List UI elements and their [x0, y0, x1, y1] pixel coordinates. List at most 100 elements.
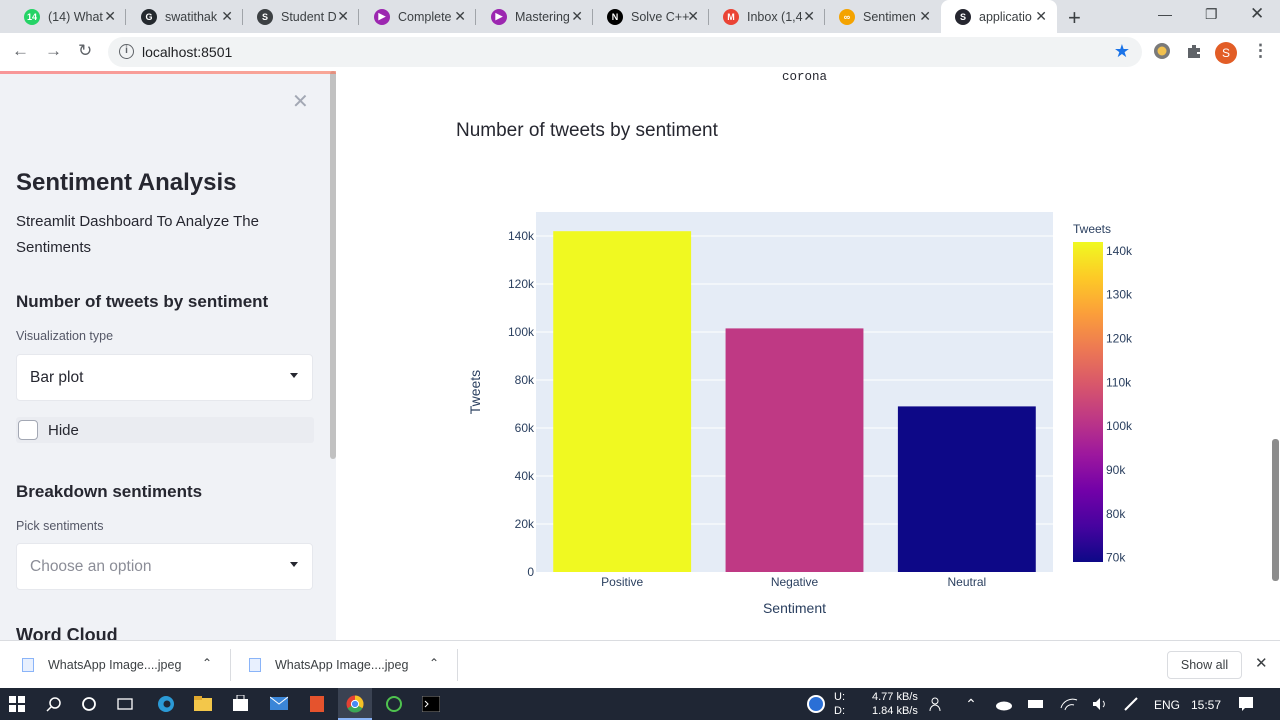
- divider: [457, 649, 458, 681]
- address-bar[interactable]: i localhost:8501 ★: [108, 37, 1142, 67]
- close-sidebar-icon[interactable]: ✕: [292, 91, 309, 113]
- browser-toolbar: ← → ↻ i localhost:8501 ★: [0, 33, 1280, 71]
- browser-tab[interactable]: ▶ Complete ✕: [360, 0, 476, 33]
- tab-close-icon[interactable]: ✕: [803, 8, 815, 24]
- wifi-icon[interactable]: [1060, 696, 1078, 712]
- colorbar: [1073, 242, 1103, 562]
- tab-separator: [125, 9, 126, 25]
- notification-icon[interactable]: [1238, 696, 1254, 712]
- app-circle-icon[interactable]: [385, 695, 403, 713]
- minimize-icon[interactable]: —: [1158, 6, 1172, 22]
- clock[interactable]: 15:57: [1191, 698, 1222, 712]
- tab-close-icon[interactable]: ✕: [454, 8, 466, 24]
- browser-tab[interactable]: 14 (14) What ✕: [10, 0, 126, 33]
- bookmark-star-icon[interactable]: ★: [1113, 41, 1130, 61]
- language-indicator[interactable]: ENG: [1154, 698, 1181, 712]
- info-icon[interactable]: i: [119, 44, 134, 59]
- tab-close-icon[interactable]: ✕: [571, 8, 583, 24]
- people-icon[interactable]: [929, 696, 945, 712]
- chrome-menu-icon[interactable]: ⋮: [1252, 41, 1269, 60]
- new-tab-button[interactable]: +: [1068, 5, 1081, 30]
- pick-sentiments-select[interactable]: Choose an option: [16, 543, 313, 590]
- terminal-icon[interactable]: [422, 696, 440, 712]
- chevron-up-icon[interactable]: ⌃: [429, 656, 440, 670]
- edge-icon[interactable]: [157, 695, 175, 713]
- tab-favicon-icon: M: [723, 8, 739, 25]
- close-downloads-icon[interactable]: ✕: [1255, 655, 1268, 672]
- url-text: localhost:8501: [142, 44, 233, 60]
- help-icon[interactable]: [806, 694, 826, 714]
- hide-checkbox-row[interactable]: Hide: [16, 417, 314, 443]
- chrome-taskbar-button[interactable]: [338, 688, 372, 720]
- browser-tab[interactable]: N Solve C++ ✕: [593, 0, 709, 33]
- file-explorer-icon[interactable]: [194, 696, 212, 712]
- tab-close-icon[interactable]: ✕: [919, 8, 931, 24]
- section-heading-wordcloud: Word Cloud: [16, 625, 118, 640]
- back-icon[interactable]: ←: [12, 41, 29, 60]
- onedrive-icon[interactable]: [995, 697, 1013, 711]
- download-item[interactable]: WhatsApp Image....jpeg ⌃: [22, 641, 227, 689]
- office-icon[interactable]: [309, 695, 325, 713]
- cortana-icon[interactable]: [81, 696, 97, 712]
- y-tick-label: 80k: [515, 373, 535, 387]
- reload-icon[interactable]: ↻: [78, 41, 93, 60]
- colorbar-tick-label: 140k: [1106, 244, 1133, 258]
- y-tick-label: 120k: [508, 277, 535, 291]
- taskbar: U: D: 4.77 kB/s 1.84 kB/s ⌃ ENG 15:57: [0, 688, 1280, 720]
- browser-tab[interactable]: ▶ Mastering ✕: [477, 0, 593, 33]
- restore-icon[interactable]: ❐: [1205, 6, 1218, 22]
- sidebar-title: Sentiment Analysis: [16, 169, 237, 196]
- extension-shield-icon[interactable]: [1153, 42, 1171, 60]
- store-icon[interactable]: [232, 695, 249, 712]
- section-heading-tweets: Number of tweets by sentiment: [16, 292, 269, 311]
- tab-favicon-icon: ▶: [374, 8, 390, 25]
- tab-close-icon[interactable]: ✕: [104, 8, 116, 24]
- download-item[interactable]: WhatsApp Image....jpeg ⌃: [249, 641, 454, 689]
- viz-type-select[interactable]: Bar plot: [16, 354, 313, 401]
- main-content: corona Number of tweets by sentiment 0 20…: [336, 71, 1280, 640]
- sentiment-bar-chart[interactable]: 0 20k 40k 60k 80k 100k 120k 140k Positive Negativ…: [336, 71, 1280, 640]
- image-file-icon: [22, 658, 34, 672]
- tab-close-icon[interactable]: ✕: [337, 8, 349, 24]
- download-speed: 1.84 kB/s: [872, 705, 918, 717]
- pick-sentiments-label: Pick sentiments: [16, 519, 104, 533]
- section-heading-breakdown: Breakdown sentiments: [16, 482, 203, 501]
- tab-close-icon[interactable]: ✕: [221, 8, 233, 24]
- tab-favicon-icon: S: [955, 8, 971, 25]
- forward-icon[interactable]: →: [45, 41, 62, 60]
- tab-label: Mastering: [515, 9, 570, 24]
- tab-close-icon[interactable]: ✕: [1035, 8, 1047, 24]
- extensions-puzzle-icon[interactable]: [1185, 42, 1203, 60]
- tab-close-icon[interactable]: ✕: [687, 8, 699, 24]
- show-all-button[interactable]: Show all: [1167, 651, 1242, 679]
- mail-icon[interactable]: [270, 696, 288, 712]
- chevron-up-icon[interactable]: ⌃: [202, 656, 213, 670]
- tab-favicon-icon: S: [257, 8, 273, 25]
- hide-checkbox[interactable]: [18, 420, 38, 440]
- sidebar-scrollbar[interactable]: [330, 71, 336, 459]
- bar: [897, 406, 1036, 572]
- tab-favicon-icon: ∞: [839, 8, 855, 25]
- bar: [553, 231, 692, 572]
- battery-icon[interactable]: [1027, 697, 1045, 711]
- chevron-up-icon[interactable]: ⌃: [965, 695, 977, 712]
- chevron-down-icon: [290, 562, 298, 567]
- pen-icon[interactable]: [1123, 696, 1141, 712]
- volume-icon[interactable]: [1091, 696, 1109, 712]
- windows-start-icon[interactable]: [9, 696, 25, 712]
- main-scrollbar[interactable]: [1272, 439, 1279, 581]
- profile-avatar[interactable]: S: [1215, 42, 1237, 64]
- browser-tab[interactable]: M Inbox (1,4 ✕: [709, 0, 825, 33]
- tab-favicon-icon: G: [141, 8, 157, 25]
- download-filename: WhatsApp Image....jpeg: [48, 658, 182, 672]
- task-view-icon[interactable]: [117, 696, 133, 712]
- browser-tab[interactable]: S Student D ✕: [243, 0, 359, 33]
- browser-tab[interactable]: ∞ Sentimen ✕: [825, 0, 941, 33]
- search-icon[interactable]: [46, 696, 62, 712]
- close-window-icon[interactable]: ✕: [1250, 4, 1265, 23]
- colorbar-title: Tweets: [1073, 222, 1111, 236]
- x-tick-label: Positive: [601, 575, 643, 589]
